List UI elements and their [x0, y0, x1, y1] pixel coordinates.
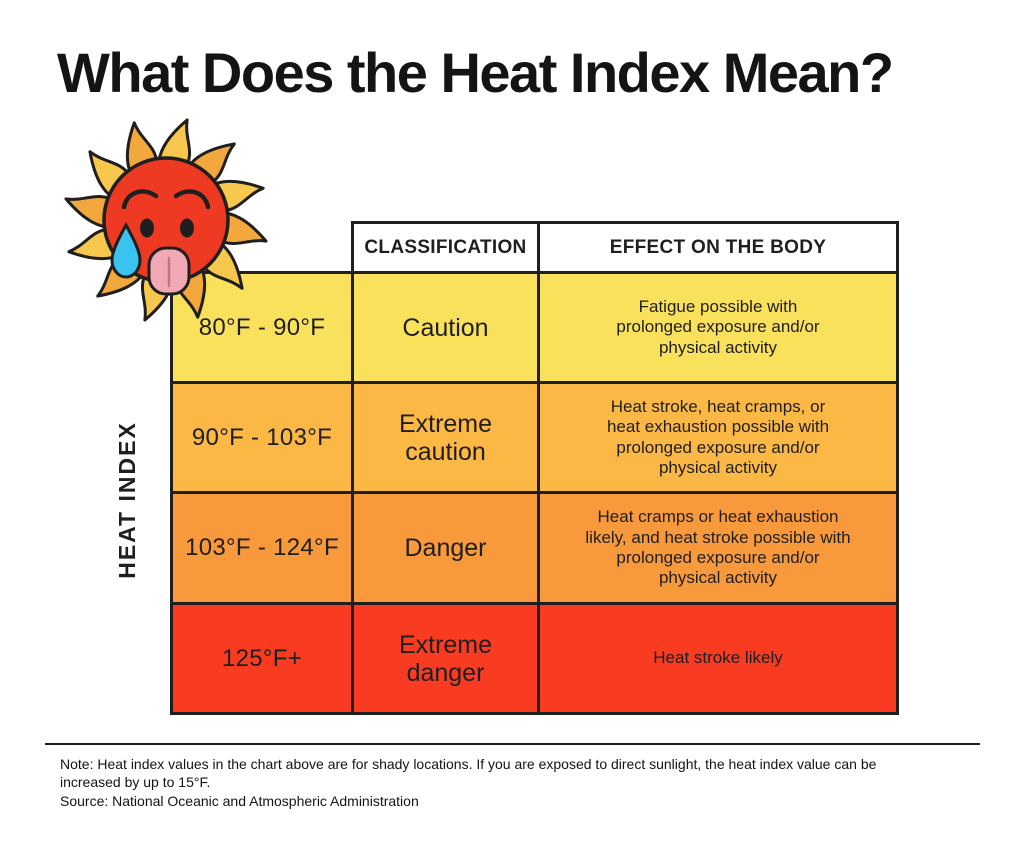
range-cell: 103°F - 124°F — [170, 491, 354, 605]
table-row-extreme-caution: 90°F - 103°F Extreme caution Heat stroke… — [170, 381, 899, 494]
effect-column-header: EFFECT ON THE BODY — [537, 221, 899, 274]
note-text: Note: Heat index values in the chart abo… — [60, 756, 877, 791]
heat-index-axis-label: HEAT INDEX — [114, 421, 140, 579]
effect-cell: Heat stroke likely — [537, 602, 899, 715]
sun-tongue — [147, 246, 191, 296]
footer-divider — [45, 743, 980, 745]
effect-cell: Fatigue possible with prolonged exposure… — [537, 271, 899, 384]
classification-cell: Danger — [351, 491, 540, 605]
heat-index-table: CLASSIFICATION EFFECT ON THE BODY 80°F -… — [170, 221, 899, 715]
classification-cell: Caution — [351, 271, 540, 384]
table-row-caution: 80°F - 90°F Caution Fatigue possible wit… — [170, 271, 899, 384]
classification-cell: Extreme danger — [351, 602, 540, 715]
classification-cell: Extreme caution — [351, 381, 540, 494]
range-cell: 90°F - 103°F — [170, 381, 354, 494]
sun-eyebrows — [121, 189, 211, 210]
effect-cell: Heat cramps or heat exhaustion likely, a… — [537, 491, 899, 605]
sweating-sun-icon — [61, 115, 271, 325]
table-row-extreme-danger: 125°F+ Extreme danger Heat stroke likely — [170, 602, 899, 715]
source-text: Source: National Oceanic and Atmospheric… — [60, 793, 419, 810]
table-row-danger: 103°F - 124°F Danger Heat cramps or heat… — [170, 491, 899, 605]
range-cell: 125°F+ — [170, 602, 354, 715]
classification-column-header: CLASSIFICATION — [351, 221, 540, 274]
effect-cell: Heat stroke, heat cramps, or heat exhaus… — [537, 381, 899, 494]
footnote: Note: Heat index values in the chart abo… — [60, 755, 965, 811]
sweat-drop-icon — [110, 221, 142, 279]
sun-eye-right — [180, 218, 194, 238]
table-header-row: CLASSIFICATION EFFECT ON THE BODY — [172, 221, 899, 274]
sun-eye-left — [140, 218, 154, 238]
page-title: What Does the Heat Index Mean? — [57, 41, 894, 104]
